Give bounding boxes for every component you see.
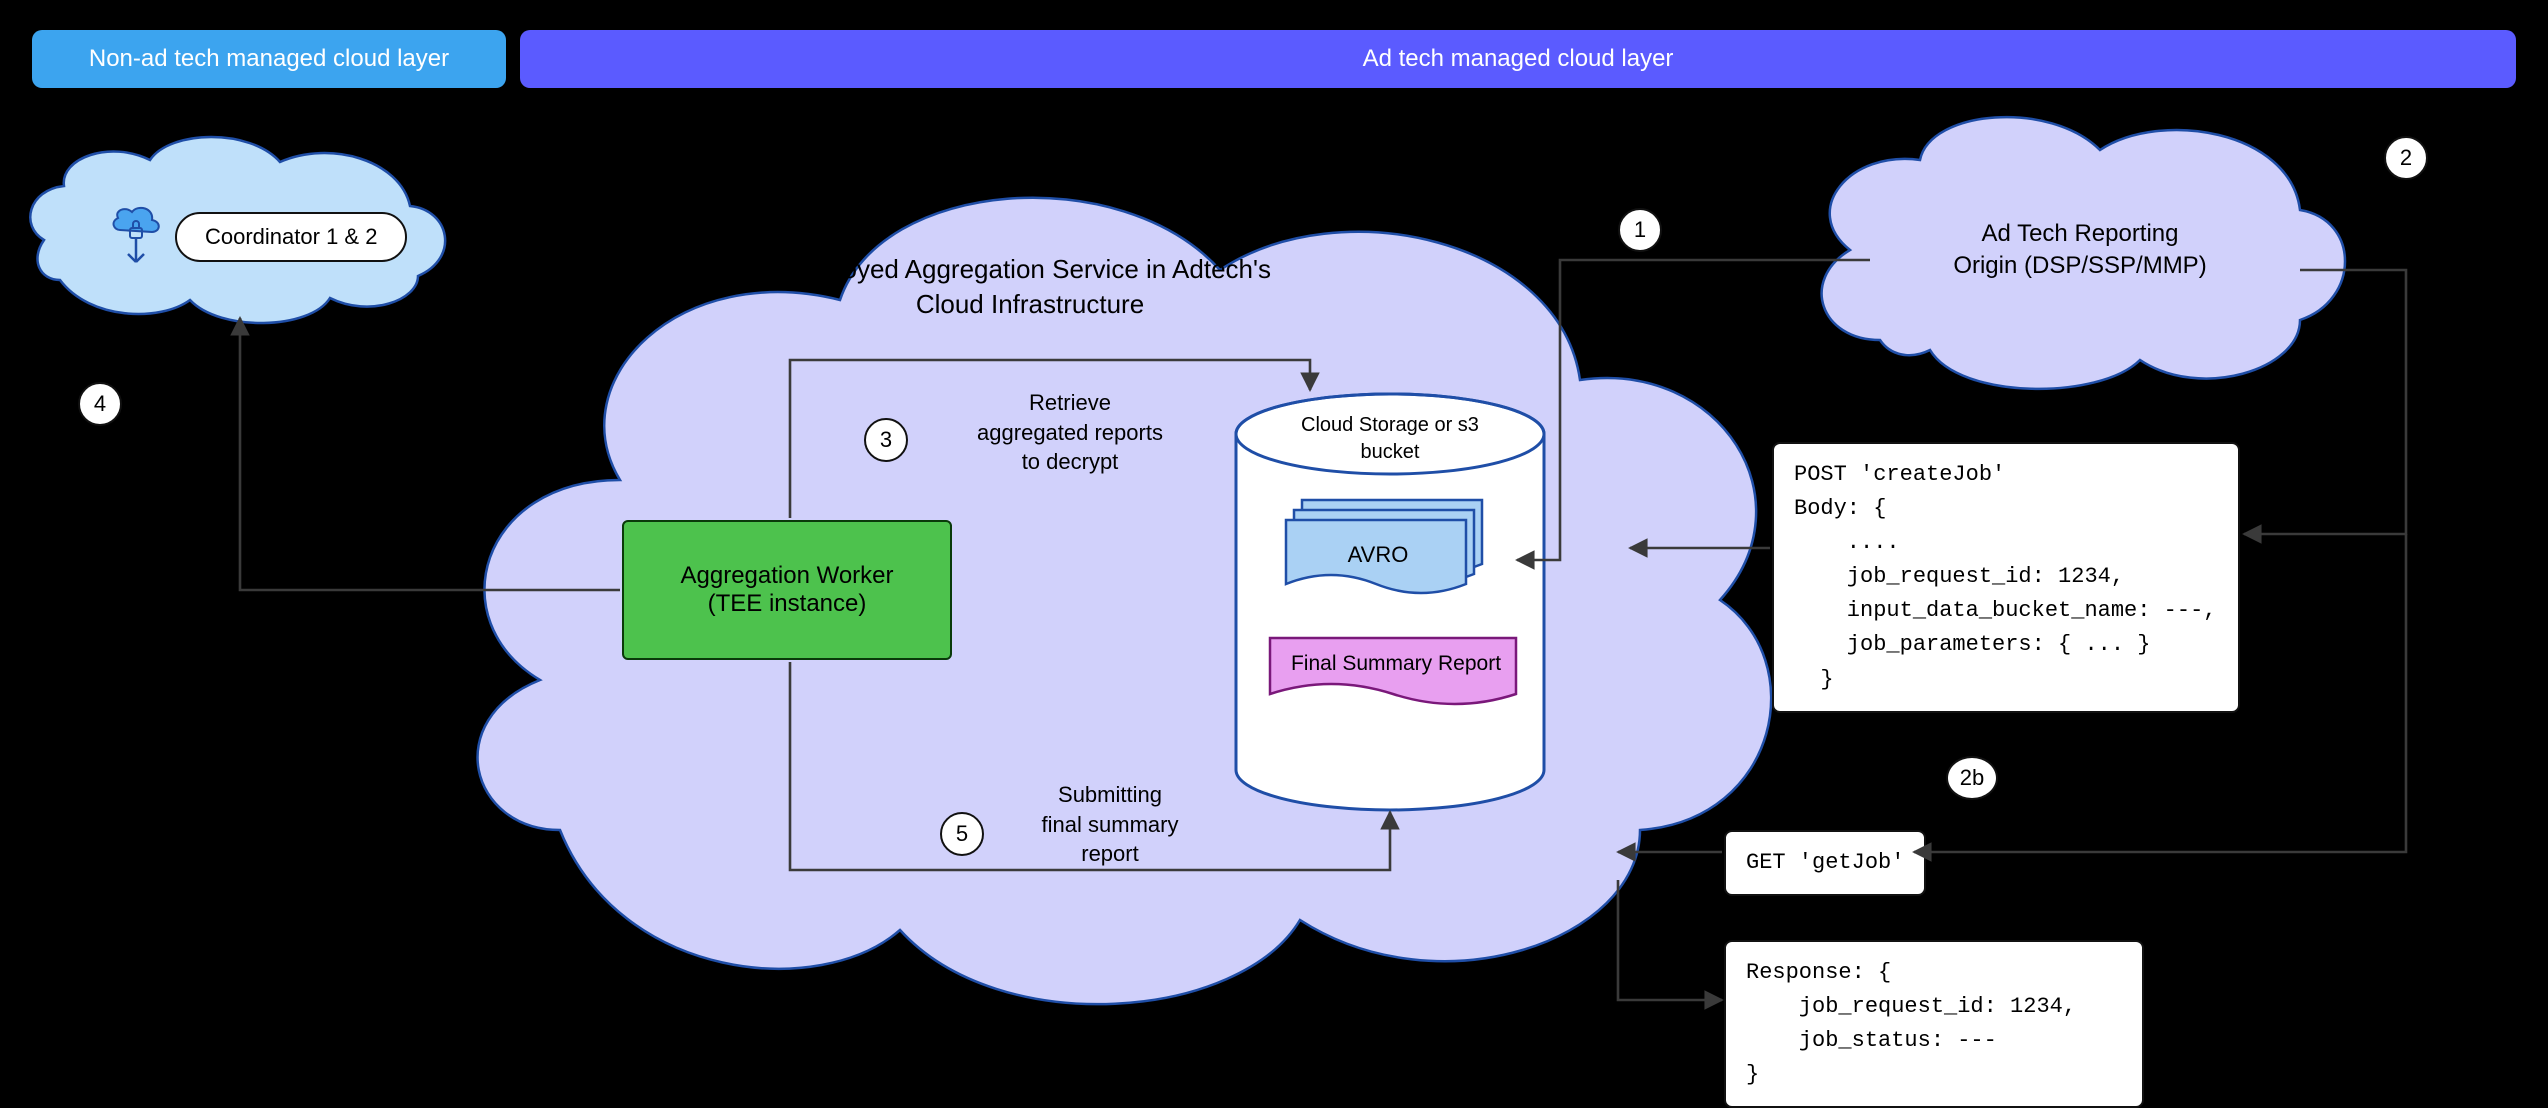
step-badge-2: 2	[2384, 136, 2428, 180]
header-adtech-label: Ad tech managed cloud layer	[1363, 45, 1674, 73]
step-badge-5: 5	[940, 812, 984, 856]
step-badge-3: 3	[864, 418, 908, 462]
aggregation-worker-label: Aggregation Worker (TEE instance)	[681, 562, 894, 618]
storage-title: Cloud Storage or s3 bucket	[1262, 412, 1518, 466]
reporting-cloud-title: Ad Tech Reporting Origin (DSP/SSP/MMP)	[1930, 218, 2230, 283]
response-box: Response: { job_request_id: 1234, job_st…	[1724, 940, 2144, 1108]
avro-label: AVRO	[1318, 540, 1438, 570]
big-cloud-title: Deployed Aggregation Service in Adtech's…	[760, 252, 1300, 322]
aggregation-worker-box: Aggregation Worker (TEE instance)	[622, 520, 952, 660]
coordinator-pill: Coordinator 1 & 2	[175, 212, 407, 262]
step-badge-2b: 2b	[1946, 756, 1998, 800]
edge-2	[2244, 270, 2406, 534]
edge-4	[240, 318, 620, 590]
post-createjob-box: POST 'createJob' Body: { .... job_reques…	[1772, 442, 2240, 713]
edge-response	[1618, 880, 1722, 1000]
header-non-adtech: Non-ad tech managed cloud layer	[32, 30, 506, 88]
get-getjob-box: GET 'getJob'	[1724, 830, 1926, 896]
step-badge-1: 1	[1618, 208, 1662, 252]
step5-label: Submitting final summary report	[1000, 780, 1220, 869]
coordinator-pill-label: Coordinator 1 & 2	[205, 224, 377, 249]
cloud-lock-icon	[108, 200, 164, 270]
step3-label: Retrieve aggregated reports to decrypt	[940, 388, 1200, 477]
header-non-adtech-label: Non-ad tech managed cloud layer	[89, 45, 449, 73]
step-badge-4: 4	[78, 382, 122, 426]
summary-label: Final Summary Report	[1276, 650, 1516, 678]
header-adtech: Ad tech managed cloud layer	[520, 30, 2516, 88]
